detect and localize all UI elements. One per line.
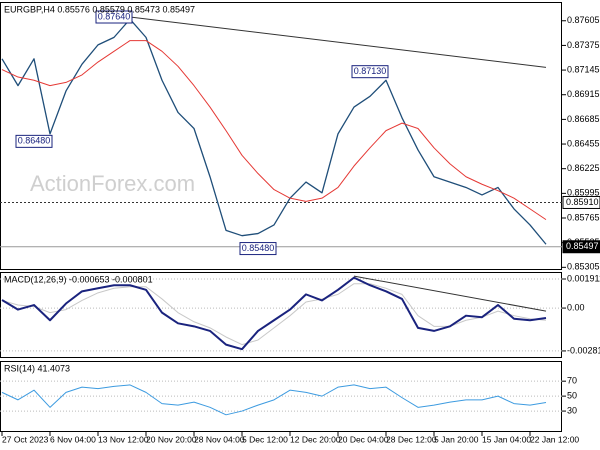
- y-tick-label: 0.86915: [567, 89, 600, 99]
- level-label-box: [562, 195, 600, 209]
- y-tick-label: 0.87605: [567, 15, 600, 25]
- level-label: 0.85910: [566, 197, 599, 207]
- panel-title: EURGBP,H4 0.85576 0.85579 0.85473 0.8549…: [4, 4, 195, 14]
- y-tick-label: 0.85305: [567, 262, 600, 272]
- y-tick-label: 0.87375: [567, 40, 600, 50]
- x-tick-label: 5 Jan 20:00: [434, 434, 479, 444]
- x-tick-label: 13 Nov 12:00: [98, 434, 149, 444]
- annotation-label: 0.85480: [242, 243, 275, 253]
- series-line: [1, 283, 547, 346]
- series-line: [1, 40, 547, 221]
- annotation-box: [95, 10, 133, 24]
- x-tick-label: 20 Dec 04:00: [338, 434, 389, 444]
- y-tick-label: -0.002816: [567, 345, 600, 355]
- x-tick-label: 28 Nov 04:00: [194, 434, 245, 444]
- x-tick-label: 12 Dec 20:00: [290, 434, 341, 444]
- series-line: [1, 18, 547, 245]
- y-tick-label: 0.85995: [567, 188, 600, 198]
- x-tick-label: 27 Oct 2023: [2, 434, 49, 444]
- x-tick-label: 22 Jan 12:00: [530, 434, 579, 444]
- annotation-label: 0.87130: [354, 66, 387, 76]
- panel-frame: [0, 2, 562, 270]
- x-tick-label: 6 Nov 04:00: [50, 434, 96, 444]
- x-tick-label: 15 Jan 04:00: [482, 434, 531, 444]
- annotation-label: 0.87640: [98, 11, 131, 21]
- y-tick-label: 0.86685: [567, 114, 600, 124]
- series-line: [1, 276, 547, 351]
- panel-frame: [0, 272, 562, 358]
- x-tick-label: 20 Nov 20:00: [146, 434, 197, 444]
- annotation-box: [15, 134, 53, 148]
- annotation-box: [351, 65, 389, 79]
- panel-title: RSI(14) 41.4073: [4, 363, 70, 373]
- trend-line: [353, 275, 547, 312]
- level-label-box: [562, 240, 600, 254]
- y-tick-label: 0.87145: [567, 64, 600, 74]
- y-tick-label: 0.00: [567, 302, 585, 312]
- trend-line: [129, 16, 547, 68]
- annotation-label: 0.86480: [18, 136, 51, 146]
- y-tick-label: 0.86455: [567, 138, 600, 148]
- annotation-box: [239, 242, 277, 256]
- y-tick-label: 0.001911: [567, 273, 600, 283]
- y-tick-label: 30: [567, 405, 577, 415]
- y-tick-label: 0.85765: [567, 212, 600, 222]
- panel-title: MACD(12,26,9) -0.000653 -0.000801: [4, 274, 153, 284]
- series-line: [1, 384, 547, 416]
- y-tick-label: 0.86225: [567, 163, 600, 173]
- x-tick-label: 5 Dec 12:00: [242, 434, 288, 444]
- watermark: ActionForex.com: [30, 171, 195, 196]
- x-tick-label: 28 Dec 12:00: [386, 434, 437, 444]
- y-tick-label: 50: [567, 391, 577, 401]
- y-tick-label: 70: [567, 376, 577, 386]
- level-label: 0.85497: [566, 241, 599, 251]
